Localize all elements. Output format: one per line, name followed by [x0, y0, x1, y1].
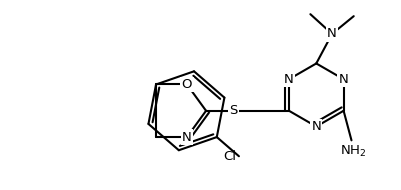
- Text: Cl: Cl: [223, 150, 235, 163]
- Text: S: S: [229, 104, 237, 117]
- Text: O: O: [181, 78, 192, 91]
- Text: NH$_2$: NH$_2$: [339, 144, 366, 159]
- Text: N: N: [182, 131, 191, 144]
- Text: N: N: [311, 120, 320, 133]
- Text: N: N: [326, 27, 336, 40]
- Text: N: N: [338, 73, 348, 86]
- Text: N: N: [284, 73, 293, 86]
